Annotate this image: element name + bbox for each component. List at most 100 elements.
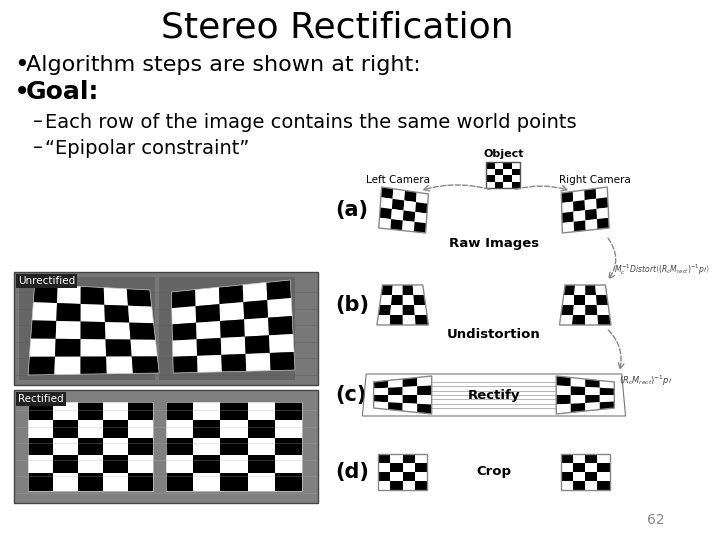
Polygon shape <box>557 404 571 414</box>
Polygon shape <box>28 420 53 437</box>
Text: 62: 62 <box>647 513 665 527</box>
Polygon shape <box>512 168 520 175</box>
Text: Right Camera: Right Camera <box>559 175 631 185</box>
Polygon shape <box>388 387 402 395</box>
Polygon shape <box>585 472 598 481</box>
Polygon shape <box>573 472 585 481</box>
Polygon shape <box>31 320 56 339</box>
Polygon shape <box>573 463 585 472</box>
Polygon shape <box>402 395 417 404</box>
Polygon shape <box>53 473 78 491</box>
Polygon shape <box>585 285 596 295</box>
Polygon shape <box>487 181 495 188</box>
Polygon shape <box>166 473 193 491</box>
Polygon shape <box>379 295 392 305</box>
Polygon shape <box>573 200 585 212</box>
Polygon shape <box>414 222 426 233</box>
Polygon shape <box>193 437 220 455</box>
Polygon shape <box>171 289 196 308</box>
Polygon shape <box>81 286 104 305</box>
Polygon shape <box>573 481 585 490</box>
Polygon shape <box>598 315 611 325</box>
Polygon shape <box>562 201 573 213</box>
Polygon shape <box>415 315 428 325</box>
Polygon shape <box>562 295 575 305</box>
Polygon shape <box>595 187 608 199</box>
Text: (c): (c) <box>336 385 366 405</box>
Polygon shape <box>196 321 221 339</box>
Polygon shape <box>416 192 428 204</box>
Polygon shape <box>78 473 103 491</box>
Polygon shape <box>402 315 415 325</box>
Polygon shape <box>600 395 614 402</box>
Polygon shape <box>54 356 81 375</box>
Polygon shape <box>404 200 416 212</box>
Polygon shape <box>390 305 402 315</box>
Text: •: • <box>14 53 29 77</box>
Polygon shape <box>381 285 392 295</box>
Polygon shape <box>574 220 586 232</box>
Polygon shape <box>195 287 220 306</box>
Polygon shape <box>105 322 130 340</box>
Polygon shape <box>132 356 159 373</box>
Polygon shape <box>104 288 128 306</box>
Polygon shape <box>193 420 220 437</box>
Polygon shape <box>275 455 302 473</box>
Polygon shape <box>596 197 608 209</box>
Text: Algorithm steps are shown at right:: Algorithm steps are shown at right: <box>26 55 421 75</box>
Bar <box>159 277 295 380</box>
Polygon shape <box>585 295 597 305</box>
Polygon shape <box>561 481 573 490</box>
Polygon shape <box>415 463 427 472</box>
Polygon shape <box>575 285 585 295</box>
Bar <box>19 277 155 380</box>
Polygon shape <box>243 282 267 302</box>
Polygon shape <box>402 472 415 481</box>
Polygon shape <box>391 295 402 305</box>
Polygon shape <box>378 472 390 481</box>
Polygon shape <box>220 319 245 338</box>
Polygon shape <box>503 175 512 181</box>
Polygon shape <box>374 395 388 402</box>
Bar <box>14 390 318 503</box>
Polygon shape <box>561 472 573 481</box>
Polygon shape <box>53 420 78 437</box>
Polygon shape <box>402 454 415 463</box>
Polygon shape <box>391 209 404 220</box>
Polygon shape <box>557 376 571 386</box>
Polygon shape <box>573 305 585 315</box>
Polygon shape <box>585 219 598 231</box>
Text: (a): (a) <box>336 200 368 220</box>
Polygon shape <box>561 454 573 463</box>
Polygon shape <box>585 387 600 395</box>
Polygon shape <box>220 420 248 437</box>
Polygon shape <box>128 306 153 323</box>
Text: Crop: Crop <box>477 465 511 478</box>
Polygon shape <box>585 379 600 388</box>
Polygon shape <box>374 402 388 409</box>
Polygon shape <box>127 420 153 437</box>
Polygon shape <box>269 334 294 353</box>
Polygon shape <box>573 454 585 463</box>
Polygon shape <box>57 285 81 304</box>
Polygon shape <box>78 402 103 420</box>
Polygon shape <box>512 175 520 181</box>
Polygon shape <box>503 181 512 188</box>
Polygon shape <box>248 455 275 473</box>
Polygon shape <box>487 175 495 181</box>
Polygon shape <box>172 323 197 341</box>
Polygon shape <box>559 315 573 325</box>
Polygon shape <box>379 207 392 219</box>
Polygon shape <box>248 473 275 491</box>
Polygon shape <box>571 377 585 387</box>
Polygon shape <box>585 402 600 411</box>
Polygon shape <box>595 285 607 295</box>
Polygon shape <box>503 168 512 175</box>
Polygon shape <box>392 285 402 295</box>
Polygon shape <box>598 454 610 463</box>
Polygon shape <box>495 175 503 181</box>
Polygon shape <box>78 437 103 455</box>
Polygon shape <box>127 437 153 455</box>
Polygon shape <box>130 322 156 340</box>
Polygon shape <box>402 377 417 387</box>
